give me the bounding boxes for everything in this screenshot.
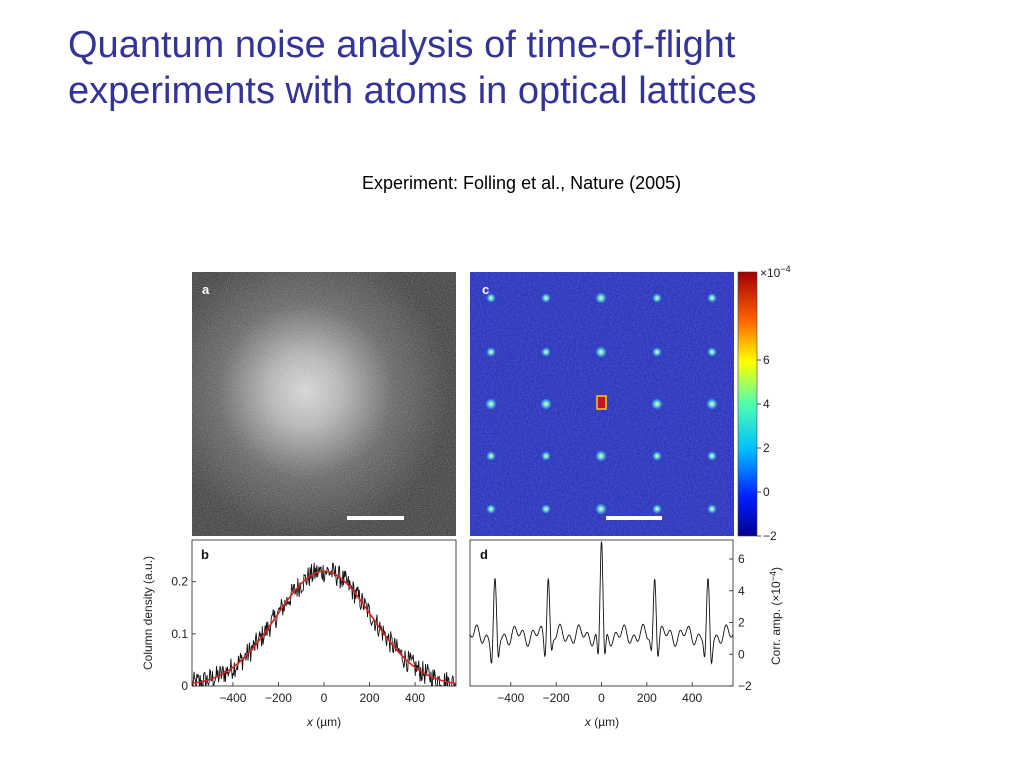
- correlation-spot: [540, 398, 552, 410]
- x-tick-label: 200: [360, 691, 380, 705]
- panel-d-correlation-trace: [470, 541, 733, 665]
- x-tick-label: −200: [265, 691, 292, 705]
- x-tick-label: 0: [321, 691, 328, 705]
- correlation-spot: [595, 346, 607, 358]
- colorbar-tick-label: 4: [763, 397, 770, 411]
- correlation-spot: [486, 347, 496, 357]
- y-tick-label: 0.1: [171, 627, 188, 641]
- correlation-spot: [652, 293, 662, 303]
- correlation-spot: [707, 451, 717, 461]
- slide-title-line-2: experiments with atoms in optical lattic…: [68, 70, 757, 112]
- panel-a-image: a: [192, 272, 456, 536]
- panel-a-label: a: [202, 282, 210, 297]
- y-tick-label: 0: [738, 647, 745, 661]
- panel-b-gaussian-fit: [192, 570, 456, 685]
- y-tick-label: 6: [738, 552, 745, 566]
- correlation-spot: [651, 398, 663, 410]
- correlation-spot: [706, 398, 718, 410]
- correlation-spot: [541, 347, 551, 357]
- panel-d-label: d: [480, 547, 488, 562]
- panel-b-label: b: [201, 547, 209, 562]
- panel-c-label: c: [482, 282, 489, 297]
- x-tick-label: 200: [637, 691, 657, 705]
- correlation-spot: [707, 347, 717, 357]
- colorbar-exponent: ×10−4: [760, 264, 791, 280]
- x-tick-label: 0: [598, 691, 605, 705]
- y-tick-label: 4: [738, 584, 745, 598]
- citation: Experiment: Folling et al., Nature (2005…: [362, 173, 682, 193]
- correlation-spot: [485, 398, 497, 410]
- correlation-spot: [541, 451, 551, 461]
- x-tick-label: 400: [405, 691, 425, 705]
- panel-c-scale-bar: [606, 516, 662, 520]
- panel-d-correlation-profile: −400 −200 0 200 400 −2 0 2 4 6 d Corr. amp. (×10−…: [469, 539, 783, 729]
- y-tick-label: 0.2: [171, 575, 188, 589]
- correlation-spot: [652, 451, 662, 461]
- panel-d-axes: −400 −200 0 200 400 −2 0 2 4 6: [497, 552, 752, 705]
- x-tick-label: −400: [497, 691, 524, 705]
- correlation-spot: [541, 504, 551, 514]
- colorbar-ticks: 6 4 2 0 −2: [757, 353, 777, 543]
- panel-d-frame: [469, 539, 734, 687]
- correlation-spot: [707, 504, 717, 514]
- central-peak: [596, 395, 607, 410]
- x-tick-label: −400: [219, 691, 246, 705]
- y-tick-label: 2: [738, 616, 745, 630]
- panel-b-xlabel: x (µm): [306, 715, 341, 729]
- correlation-spot: [486, 504, 496, 514]
- panel-b-density-profile: −400 −200 0 200 400 0 0.1 0.2 b Column density …: [141, 539, 457, 729]
- panel-c-correlation-map: c: [470, 272, 734, 536]
- colorbar-tick-label: 0: [763, 485, 770, 499]
- correlation-spot: [486, 293, 496, 303]
- correlation-spot: [652, 504, 662, 514]
- colorbar: ×10−4 6 4 2 0 −2: [737, 264, 791, 543]
- x-tick-label: 400: [682, 691, 702, 705]
- panel-a-scale-bar: [347, 516, 404, 520]
- colorbar-tick-label: 6: [763, 353, 770, 367]
- y-tick-label: −2: [738, 679, 752, 693]
- panel-d-xlabel: x (µm): [584, 715, 619, 729]
- panel-b-frame: [191, 539, 457, 687]
- correlation-spot: [486, 451, 496, 461]
- panel-b-data-trace: [192, 562, 456, 686]
- correlation-spot: [595, 292, 607, 304]
- correlation-spot: [707, 293, 717, 303]
- slide-title-line-1: Quantum noise analysis of time-of-flight: [68, 24, 736, 66]
- correlation-spot: [595, 450, 607, 462]
- panel-d-ylabel: Corr. amp. (×10−4): [768, 567, 783, 665]
- y-tick-label: 0: [181, 679, 188, 693]
- correlation-spot: [595, 503, 607, 515]
- x-tick-label: −200: [543, 691, 570, 705]
- slide-title: Quantum noise analysis of time-of-flight…: [68, 22, 1008, 114]
- panel-b-axes: −400 −200 0 200 400 0 0.1 0.2: [171, 575, 425, 705]
- correlation-peaks: [485, 292, 718, 515]
- panel-b-ylabel: Column density (a.u.): [141, 556, 155, 670]
- correlation-spot: [541, 293, 551, 303]
- correlation-spot: [652, 347, 662, 357]
- colorbar-tick-label: 2: [763, 441, 770, 455]
- colorbar-tick-label: −2: [763, 529, 777, 543]
